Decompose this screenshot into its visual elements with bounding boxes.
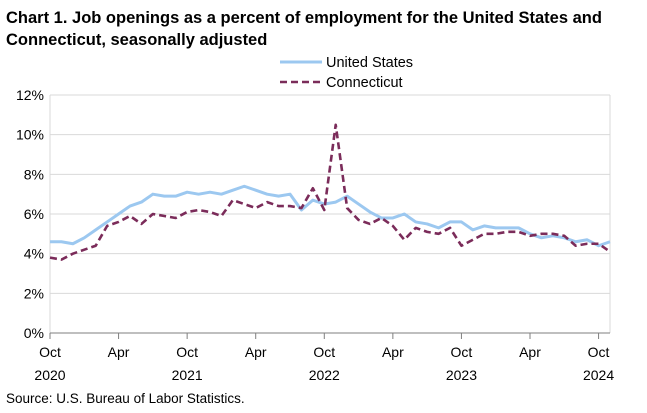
legend-label: Connecticut <box>326 75 403 91</box>
x-tick-label-year: 2023 <box>446 367 477 383</box>
y-tick-label: 0% <box>24 325 44 341</box>
x-tick-label-month: Apr <box>519 344 541 360</box>
y-tick-label: 10% <box>16 127 44 143</box>
y-tick-label: 4% <box>24 246 44 262</box>
x-tick-label-month: Apr <box>245 344 267 360</box>
source-note: Source: U.S. Bureau of Labor Statistics. <box>6 391 245 406</box>
x-tick-label-year: 2024 <box>583 367 614 383</box>
x-tick-label-month: Oct <box>313 344 335 360</box>
x-tick-label-month: Oct <box>39 344 61 360</box>
chart-title: Chart 1. Job openings as a percent of em… <box>6 9 602 49</box>
x-tick-label-month: Oct <box>451 344 473 360</box>
series-line-connecticut <box>49 123 611 261</box>
x-tick-label-month: Oct <box>588 344 610 360</box>
y-tick-label: 6% <box>24 206 44 222</box>
x-tick-label-month: Oct <box>176 344 198 360</box>
legend: United States Connecticut <box>280 55 413 91</box>
x-tick-label-month: Apr <box>108 344 130 360</box>
x-tick-label-year: 2020 <box>34 367 65 383</box>
y-tick-label: 12% <box>16 87 44 103</box>
axes: 0% 2% 4% 6% 8% 10% 12% Oct 2020 Apr Oct 2021 Apr Oct 2… <box>16 87 614 383</box>
x-tick-label-year: 2022 <box>309 367 340 383</box>
gridlines <box>49 94 611 333</box>
y-tick-label: 2% <box>24 285 44 301</box>
x-tick-label-year: 2021 <box>172 367 203 383</box>
series-line-united-states <box>50 184 611 248</box>
y-tick-label: 8% <box>24 166 44 182</box>
x-tick-label-month: Apr <box>382 344 404 360</box>
legend-label: United States <box>326 55 413 71</box>
series-lines <box>49 123 611 261</box>
